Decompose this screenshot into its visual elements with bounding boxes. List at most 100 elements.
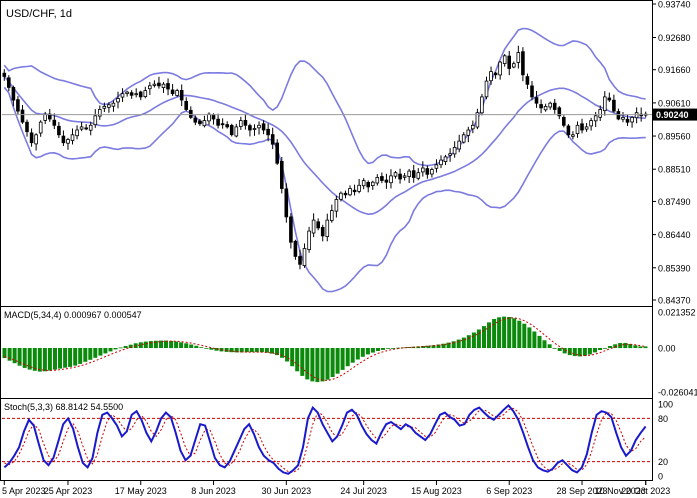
candle-body xyxy=(307,230,311,251)
macd-histogram-bar xyxy=(204,348,209,349)
candle-body xyxy=(407,170,411,177)
candle-body xyxy=(616,111,621,120)
candle-body xyxy=(116,98,120,103)
candle-body xyxy=(612,99,616,112)
candle-body xyxy=(147,85,152,90)
candle-body xyxy=(52,119,57,126)
candle-body xyxy=(357,184,361,192)
macd-histogram-bar xyxy=(310,348,315,382)
stoch-signal-line xyxy=(4,407,646,473)
macd-histogram-bar xyxy=(421,346,426,348)
candle-body xyxy=(457,140,461,150)
macd-histogram-bar xyxy=(552,348,557,349)
macd-histogram-bar xyxy=(7,348,12,361)
price-tick-label: 0.91660 xyxy=(658,65,691,75)
macd-histogram-bar xyxy=(471,332,476,348)
stoch-tick-label: 20 xyxy=(658,457,668,467)
macd-histogram-bar xyxy=(148,341,153,348)
candle-body xyxy=(120,93,125,98)
candle-body xyxy=(352,189,357,193)
candle-body xyxy=(530,85,534,98)
macd-histogram-bar xyxy=(376,348,380,351)
candle-body xyxy=(79,126,84,130)
macd-histogram-bar xyxy=(557,348,562,351)
macd-histogram-bar xyxy=(567,348,572,356)
macd-histogram-bar xyxy=(512,318,517,348)
macd-histogram-bar xyxy=(123,346,128,348)
macd-histogram-bar xyxy=(365,348,370,355)
macd-histogram-bar xyxy=(482,326,486,348)
candle-body xyxy=(589,120,593,127)
macd-histogram-bar xyxy=(229,348,234,353)
macd-histogram-bar xyxy=(58,348,62,369)
x-tick-label: 25 Apr 2023 xyxy=(44,486,93,496)
candle-body xyxy=(566,125,571,136)
price-tick-label: 0.84370 xyxy=(658,296,691,306)
price-tick-label: 0.90610 xyxy=(658,98,691,108)
candle-body xyxy=(193,117,198,123)
macd-histogram-bar xyxy=(593,348,597,353)
candle-body xyxy=(502,55,507,64)
x-tick-label: 5 Apr 2023 xyxy=(2,486,46,496)
candle-body xyxy=(493,72,498,76)
candle-body xyxy=(434,164,439,169)
macd-histogram-bar xyxy=(138,342,143,348)
macd-histogram-bar xyxy=(239,348,244,353)
candle-body xyxy=(380,176,384,181)
x-tick-label: 15 Aug 2023 xyxy=(411,486,462,496)
bollinger-lower-line xyxy=(3,86,646,293)
macd-histogram-bar xyxy=(179,342,184,348)
candle-body xyxy=(484,80,489,98)
macd-histogram-bar xyxy=(53,348,57,370)
candle-body xyxy=(2,72,7,77)
candle-body xyxy=(161,83,166,88)
macd-histogram-bar xyxy=(547,344,552,348)
candle-body xyxy=(348,188,352,196)
candle-body xyxy=(34,134,38,145)
candle-body xyxy=(275,142,279,164)
candle-body xyxy=(298,256,302,265)
x-tick-label: 30 Jun 2023 xyxy=(262,486,312,496)
candle-body xyxy=(43,113,47,121)
candle-body xyxy=(521,51,525,76)
price-tick-label: 0.89560 xyxy=(658,132,691,142)
price-tick-label: 0.92680 xyxy=(658,33,691,43)
macd-histogram-bar xyxy=(199,347,204,348)
price-tick-label: 0.88510 xyxy=(658,165,691,175)
candle-body xyxy=(238,120,243,127)
macd-histogram-bar xyxy=(350,348,355,363)
candle-body xyxy=(507,55,511,69)
candle-body xyxy=(216,118,220,126)
candle-body xyxy=(334,199,339,212)
candle-body xyxy=(93,115,98,126)
macd-histogram-bar xyxy=(280,348,285,358)
candle-body xyxy=(411,170,416,178)
macd-tick-label: -0.026041 xyxy=(658,388,697,398)
macd-histogram-bar xyxy=(360,348,365,357)
macd-histogram-bar xyxy=(315,348,320,383)
candle-body xyxy=(593,115,598,122)
macd-histogram-bar xyxy=(275,348,279,356)
candle-body xyxy=(257,124,261,129)
bollinger-middle-line xyxy=(3,75,646,216)
candle-body xyxy=(261,123,266,131)
macd-histogram-bar xyxy=(603,348,608,349)
macd-histogram-bar xyxy=(290,348,295,367)
candle-body xyxy=(525,76,530,85)
candles xyxy=(2,45,648,270)
macd-histogram-bar xyxy=(63,348,68,368)
candle-body xyxy=(480,96,484,114)
macd-histogram-bar xyxy=(451,341,456,349)
chart-title: USD/CHF, 1d xyxy=(6,8,72,20)
candle-body xyxy=(175,90,179,96)
macd-histogram-bar xyxy=(598,348,602,350)
macd-tick-label: 0.00 xyxy=(658,344,676,354)
candle-body xyxy=(562,117,566,126)
macd-histogram-bar xyxy=(577,348,582,357)
macd-histogram-bar xyxy=(345,348,350,367)
candle-body xyxy=(552,102,557,110)
candle-body xyxy=(284,188,289,218)
candle-body xyxy=(243,120,248,126)
macd-histogram-bar xyxy=(456,339,461,348)
